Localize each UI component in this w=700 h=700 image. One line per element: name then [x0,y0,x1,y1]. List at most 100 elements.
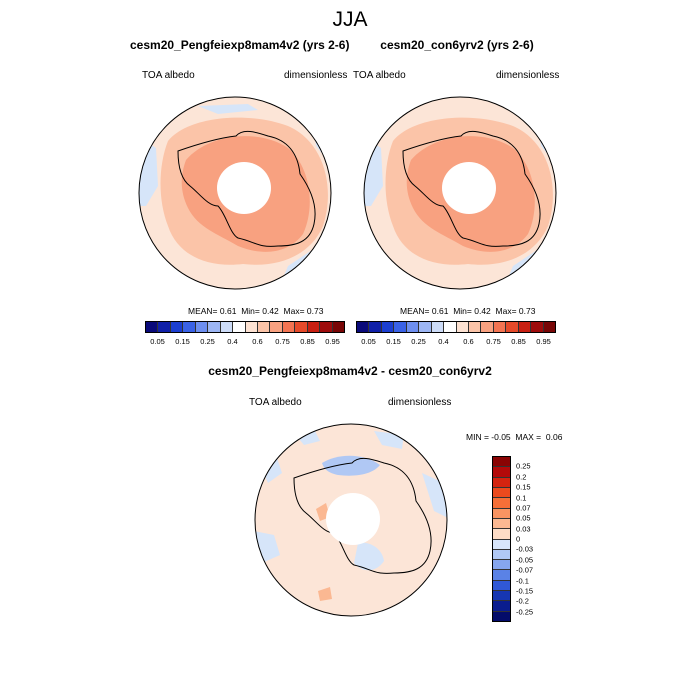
diff-colorbar-swatch [493,529,510,540]
diff-colorbar-tick-label: 0.05 [516,513,531,523]
figure-title: JJA [332,8,368,31]
panel-1-colorbar-swatch [270,322,283,332]
diff-colorbar-tick-label: 0.25 [516,461,531,471]
diff-colorbar-swatch [493,457,510,468]
panel-2-variable-label: TOA albedo [353,70,406,81]
panel-1-colorbar-swatch [257,322,271,332]
diff-colorbar-tick-label: -0.15 [516,586,534,596]
panel-2-colorbar-swatch [394,322,407,332]
antarctica-coastline [177,130,316,247]
diff-colorbar-ticks: 0.25 0.2 0.15 0.1 0.07 0.05 0.03 0 -0.03 -0.05 -0.… [516,456,556,622]
diff-colorbar [492,456,511,622]
panel-1-colorbar-tick-label: 0.6 [252,337,263,346]
diff-colorbar-tick-label: -0.03 [516,544,534,554]
diff-colorbar-tick-label: -0.1 [516,576,529,585]
panel-1-units-label: dimensionless [284,70,348,81]
panel-2-colorbar-swatch [431,322,445,332]
diff-colorbar-swatch [493,549,510,561]
panel-2-colorbar-swatch [357,322,370,332]
panel-1-mean-value: 0.61 [219,306,237,316]
panel-1-colorbar-swatch [320,322,333,332]
diff-colorbar-swatch [493,601,510,612]
diff-colorbar-swatch [493,518,510,530]
panel-1-colorbar-tick-label: 0.75 [275,337,290,346]
panel-1-colorbar-tick-label: 0.4 [227,337,238,346]
diff-max-label: MAX = [515,432,542,442]
panel-1-min-label: Min= [241,306,260,316]
panel-2-min-value: 0.42 [474,306,491,316]
polar-gap [442,162,496,214]
panel-1-colorbar-tick-label: 0.95 [325,337,340,346]
diff-colorbar-swatch [493,560,510,571]
diff-colorbar-swatch [493,580,510,592]
panel-1-colorbar-swatch [146,322,159,332]
antarctica-coastline [402,130,541,247]
diff-colorbar-tick-label: 0 [516,534,521,544]
diff-colorbar-swatch [493,508,510,519]
panel-2-colorbar-swatch [543,322,555,332]
diff-colorbar-tick-label: -0.05 [516,555,534,565]
panel-1-mean-label: MEAN= [188,306,218,316]
panel-2-colorbar-tick-label: 0.4 [438,337,449,346]
panel-1-colorbar-swatch [195,322,209,332]
diff-colorbar-tick-label: -0.25 [516,607,534,617]
panel-1-max-label: Max= [283,306,305,316]
panel-1-colorbar-tick-label: 0.85 [300,337,315,346]
panel-2-colorbar-tick-label: 0.05 [361,337,376,346]
diff-colorbar-swatch [493,498,510,509]
panel-2-colorbar-tick-label: 0.25 [411,337,426,346]
panel-2-colorbar-swatch [406,322,420,332]
panel-1-colorbar-swatch [158,322,171,332]
panel-1-colorbar-swatch [245,322,258,332]
diff-panel-units-label: dimensionless [388,397,452,408]
panel-2-colorbar-tick-label: 0.85 [511,337,526,346]
panel-2-colorbar-swatch [381,322,395,332]
diff-colorbar-tick-label: 0.1 [516,493,527,502]
panel-1-colorbar-tick-label: 0.05 [150,337,165,346]
panel-1-colorbar-tick-label: 0.25 [200,337,215,346]
panel-2-mean-label: MEAN= [400,306,430,316]
diff-min-label: MIN = [466,432,489,442]
panel-1-min-value: 0.42 [262,306,279,316]
panel-1-colorbar-swatch [282,322,296,332]
panel-1-colorbar-swatch [170,322,184,332]
diff-colorbar-swatch [493,591,510,602]
panel-2-colorbar-swatch [468,322,482,332]
panel-2-colorbar-tick-label: 0.95 [536,337,551,346]
panel-2-max-label: Max= [495,306,517,316]
panel-1-colorbar-tick-label: 0.15 [175,337,190,346]
diff-colorbar-swatch [493,477,510,488]
panel-1-colorbar-swatch [208,322,221,332]
panel-1-variable-label: TOA albedo [142,70,195,81]
panel-2-colorbar-tick-label: 0.75 [486,337,501,346]
panel-2-colorbar-swatch [493,322,507,332]
diff-panel-map [254,423,448,617]
panel-2-max-value: 0.73 [518,306,536,316]
diff-colorbar-swatch [493,487,510,499]
diff-colorbar-swatch [493,467,510,478]
panel-2-mean-value: 0.61 [431,306,449,316]
panel-1-colorbar-swatch [332,322,344,332]
panel-1-colorbar-swatch [307,322,321,332]
diff-panel-variable-label: TOA albedo [249,397,302,408]
diff-min-value: -0.05 [491,432,511,442]
panel-1-colorbar-ticks: 0.05 0.15 0.25 0.4 0.6 0.75 0.85 0.95 [145,337,345,347]
diff-colorbar-tick-label: 0.15 [516,482,531,492]
panel-1-colorbar-swatch [220,322,234,332]
panel-1-colorbar-swatch [295,322,308,332]
diff-max-value: 0.06 [545,432,563,442]
diff-colorbar-tick-label: 0.03 [516,524,531,534]
diff-panel-title: cesm20_Pengfeiexp8mam4v2 - cesm20_con6yr… [208,364,492,378]
panel-2-colorbar-tick-label: 0.15 [386,337,401,346]
diff-colorbar-swatch [493,539,510,550]
panel-1-colorbar-swatch [233,322,246,332]
diff-colorbar-tick-label: 0.07 [516,503,531,513]
panel-2-map [363,96,557,290]
panel-2-title: cesm20_con6yrv2 (yrs 2-6) [380,38,534,52]
panel-2-colorbar-swatch [481,322,494,332]
diff-colorbar-swatch [493,611,510,621]
panel-1-title: cesm20_Pengfeiexp8mam4v2 (yrs 2-6) [130,38,350,52]
polar-gap [217,162,271,214]
panel-1-colorbar-swatch [183,322,196,332]
